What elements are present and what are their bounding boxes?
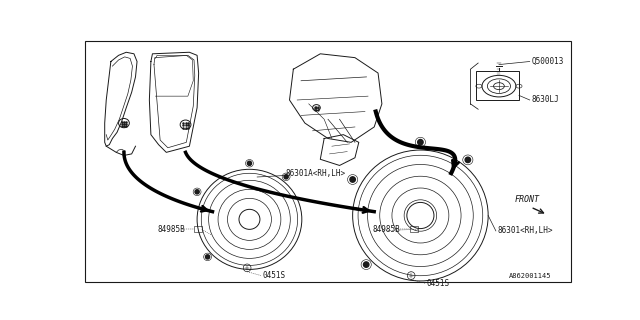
- Text: 84985B: 84985B: [372, 225, 401, 234]
- Circle shape: [284, 175, 288, 179]
- Bar: [476, 71, 519, 100]
- Bar: [194, 226, 202, 232]
- Text: Q500013: Q500013: [531, 57, 564, 66]
- Circle shape: [465, 157, 470, 163]
- Text: 0451S: 0451S: [427, 279, 450, 288]
- Circle shape: [205, 255, 210, 259]
- Circle shape: [364, 262, 369, 267]
- Text: FRONT: FRONT: [515, 195, 540, 204]
- Text: A862001145: A862001145: [509, 273, 551, 278]
- Text: 8630LJ: 8630LJ: [531, 95, 559, 105]
- Text: 0451S: 0451S: [262, 271, 285, 280]
- Circle shape: [195, 190, 199, 194]
- Text: 86301A<RH,LH>: 86301A<RH,LH>: [285, 169, 346, 178]
- Circle shape: [350, 177, 355, 182]
- Text: 86301<RH,LH>: 86301<RH,LH>: [497, 227, 553, 236]
- Text: 84985B: 84985B: [157, 225, 185, 234]
- Circle shape: [248, 161, 252, 165]
- Circle shape: [418, 140, 423, 145]
- Bar: [410, 226, 418, 232]
